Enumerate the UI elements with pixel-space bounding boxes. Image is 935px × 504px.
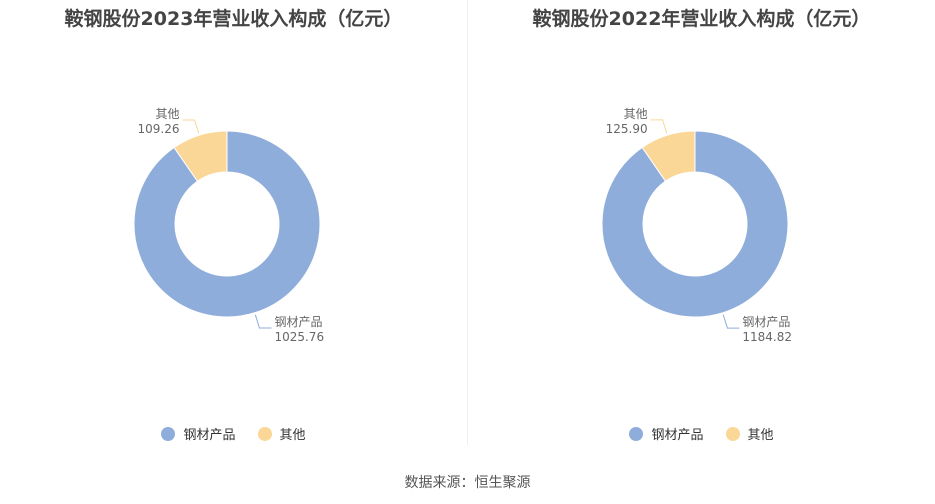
pie-slice-other[interactable] xyxy=(641,130,696,182)
legend: 钢材产品 其他 xyxy=(468,424,935,443)
slice-label-steel: 钢材产品 xyxy=(274,315,322,329)
legend-label: 其他 xyxy=(747,428,774,443)
legend-label: 钢材产品 xyxy=(651,428,704,443)
legend-dot-other xyxy=(257,426,272,441)
leader-line-other xyxy=(650,119,668,134)
leader-line-other xyxy=(182,119,200,134)
legend-dot-steel xyxy=(629,426,644,441)
legend-dot-steel xyxy=(161,426,176,441)
chart-panel-2022: 鞍钢股份2022年营业收入构成（亿元） 钢材产品 1184.82 其他 125.90 … xyxy=(468,0,935,460)
slice-label-other: 其他 xyxy=(156,107,180,121)
pie-slice-steel[interactable] xyxy=(133,130,321,318)
leader-line-steel xyxy=(722,314,740,329)
slice-value-other: 109.26 xyxy=(138,122,180,136)
data-source: 数据来源：恒生聚源 xyxy=(404,475,531,491)
chart-title: 鞍钢股份2022年营业收入构成（亿元） xyxy=(532,8,871,30)
legend-label: 其他 xyxy=(279,428,306,443)
legend-item-steel[interactable]: 钢材产品 xyxy=(161,424,236,443)
leader-line-steel xyxy=(254,314,272,329)
slice-value-other: 125.90 xyxy=(606,122,648,136)
slice-label-other: 其他 xyxy=(624,107,648,121)
legend-dot-other xyxy=(725,426,740,441)
legend: 钢材产品 其他 xyxy=(0,424,467,443)
pie-slice-steel[interactable] xyxy=(601,130,789,318)
slice-label-steel: 钢材产品 xyxy=(742,315,790,329)
chart-title: 鞍钢股份2023年营业收入构成（亿元） xyxy=(64,8,403,30)
panel-divider xyxy=(467,0,468,445)
legend-item-steel[interactable]: 钢材产品 xyxy=(629,424,704,443)
slice-value-steel: 1184.82 xyxy=(742,330,792,344)
pie-slice-other[interactable] xyxy=(173,130,228,182)
legend-item-other[interactable]: 其他 xyxy=(725,424,774,443)
chart-panel-2023: 鞍钢股份2023年营业收入构成（亿元） 钢材产品 1025.76 其他 109.26 … xyxy=(0,0,467,460)
legend-label: 钢材产品 xyxy=(183,428,236,443)
slice-value-steel: 1025.76 xyxy=(274,330,324,344)
legend-item-other[interactable]: 其他 xyxy=(257,424,306,443)
